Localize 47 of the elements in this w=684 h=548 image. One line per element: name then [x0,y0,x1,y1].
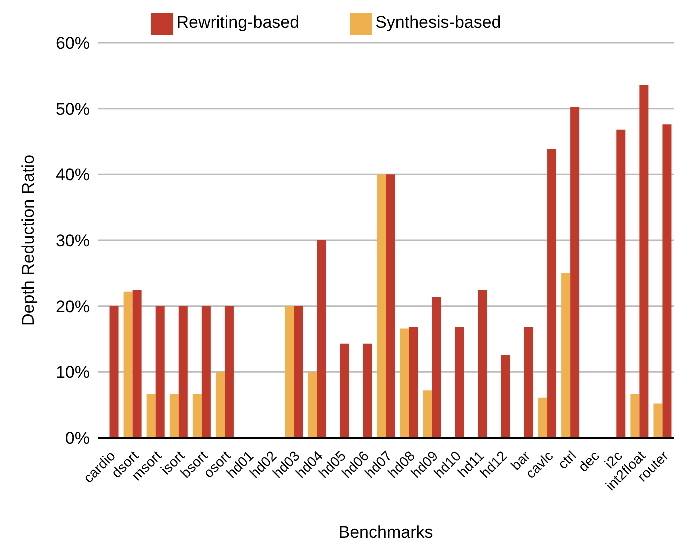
bar [124,292,133,438]
bar [224,306,234,438]
bar [340,344,350,438]
y-tick-label: 20% [56,297,90,316]
bar [317,240,326,438]
bar [409,327,418,438]
legend-label: Synthesis-based [376,13,502,32]
bar [662,124,672,438]
legend-label: Rewriting-based [176,13,300,32]
y-axis-title: Depth Reduction Ratio [19,154,38,326]
bar [654,404,663,438]
bar [363,344,372,438]
bar [285,306,294,438]
bar [377,174,386,438]
bar [216,372,225,438]
y-tick-label: 40% [56,166,90,185]
bar [146,394,156,438]
bar [538,398,548,438]
bar [562,273,571,438]
y-tick-label: 50% [56,100,90,119]
bar [110,306,119,438]
bar [308,372,318,438]
bar [386,174,396,438]
bar [455,327,464,438]
y-tick-label: 10% [56,363,90,382]
bar [616,130,626,438]
bar [548,148,557,438]
bar [192,394,202,438]
bar [478,290,488,438]
bar [294,306,304,438]
bar [170,394,179,438]
y-tick-label: 30% [56,232,90,251]
bar [156,306,165,438]
bar [570,108,580,438]
bar [524,327,534,438]
bar [132,290,142,438]
x-axis-title: Benchmarks [338,523,434,542]
bar [630,394,640,438]
bar [423,390,432,438]
bar [432,297,442,438]
bar [202,306,211,438]
bar [640,85,649,438]
bar [400,328,410,438]
y-tick-label: 0% [65,429,90,448]
y-tick-label: 60% [56,34,90,54]
bar [501,355,510,438]
bar [178,306,188,438]
